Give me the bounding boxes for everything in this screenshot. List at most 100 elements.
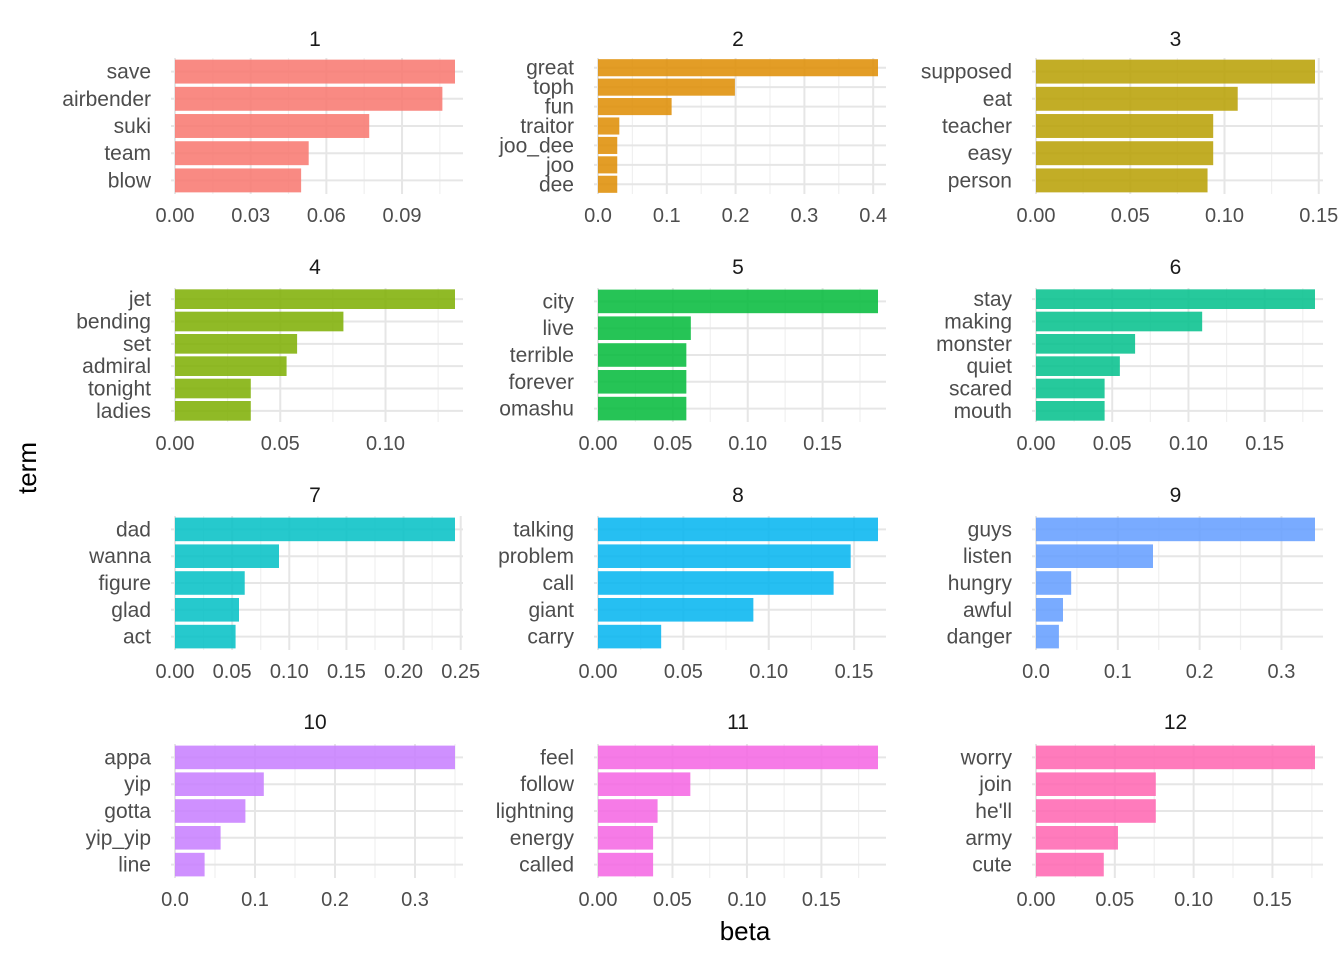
- bar-terrible: [598, 343, 687, 367]
- x-tick-label: 0.10: [366, 433, 405, 455]
- term-label: act: [123, 626, 151, 649]
- term-label: cute: [972, 854, 1012, 877]
- bar-problem: [598, 544, 851, 568]
- bar-glad: [175, 598, 239, 622]
- bar-making: [1036, 311, 1203, 332]
- bar-awful: [1036, 598, 1063, 622]
- x-tick-label: 0.15: [1299, 205, 1338, 227]
- bar-scared: [1036, 378, 1105, 399]
- panel-title: 12: [1164, 711, 1187, 734]
- bar-carry: [598, 624, 662, 649]
- term-label: teacher: [942, 115, 1012, 138]
- x-tick-label: 0.03: [231, 205, 270, 227]
- x-tick-label: 0.3: [1268, 661, 1296, 683]
- bar-joo_dee: [598, 136, 618, 154]
- x-tick-label: 0.00: [1017, 205, 1056, 227]
- term-label: glad: [111, 599, 151, 622]
- x-tick-label: 0.05: [653, 433, 692, 455]
- bar-jet: [175, 289, 455, 309]
- bar-forever: [598, 370, 687, 394]
- x-tick-label: 0.00: [579, 889, 618, 911]
- bar-dad: [175, 517, 455, 542]
- bar-guys: [1036, 517, 1315, 542]
- bar-follow: [598, 772, 691, 796]
- panel-title: 11: [727, 711, 749, 734]
- x-tick-label: 0.00: [1017, 433, 1056, 455]
- term-label: airbender: [62, 88, 151, 111]
- bar-city: [598, 289, 878, 314]
- x-tick-label: 0.00: [579, 661, 618, 683]
- term-label: line: [118, 854, 151, 877]
- bar-called: [598, 852, 654, 877]
- term-label: save: [107, 61, 151, 84]
- bar-easy: [1036, 141, 1214, 166]
- x-tick-label: 0.10: [1205, 205, 1244, 227]
- panel-title: 10: [303, 711, 326, 734]
- bar-bending: [175, 311, 344, 332]
- x-tick-label: 0.3: [790, 205, 818, 227]
- bar-army: [1036, 826, 1118, 850]
- bar-line: [175, 852, 205, 877]
- x-tick-label: 0.15: [835, 661, 874, 683]
- bar-mouth: [1036, 401, 1105, 421]
- term-label: toph: [533, 76, 574, 99]
- term-label: follow: [520, 773, 575, 796]
- x-tick-label: 0.00: [579, 433, 618, 455]
- panel-title: 6: [1170, 256, 1182, 279]
- bar-admiral: [175, 356, 287, 376]
- term-label: omashu: [499, 398, 574, 421]
- term-label: jet: [128, 288, 151, 311]
- term-label: monster: [936, 333, 1012, 356]
- bar-blow: [175, 168, 302, 193]
- term-label: set: [123, 333, 151, 356]
- term-label: worry: [960, 746, 1013, 769]
- x-tick-label: 0.10: [1169, 433, 1208, 455]
- y-axis-title: term: [12, 442, 42, 494]
- term-label: dee: [539, 173, 574, 196]
- bar-stay: [1036, 289, 1315, 309]
- x-tick-label: 0.0: [1022, 661, 1050, 683]
- term-label: scared: [949, 378, 1012, 401]
- x-tick-label: 0.05: [653, 889, 692, 911]
- bar-giant: [598, 598, 754, 622]
- term-label: army: [965, 827, 1012, 850]
- term-label: team: [104, 142, 151, 165]
- bar-person: [1036, 168, 1208, 193]
- x-tick-label: 0.10: [1174, 889, 1213, 911]
- x-tick-label: 0.05: [1111, 205, 1150, 227]
- term-label: supposed: [921, 61, 1012, 84]
- bar-danger: [1036, 624, 1059, 649]
- x-tick-label: 0.15: [803, 433, 842, 455]
- bar-cute: [1036, 852, 1104, 877]
- bar-quiet: [1036, 356, 1120, 376]
- x-tick-label: 0.4: [859, 205, 887, 227]
- term-label: yip_yip: [86, 827, 151, 850]
- x-tick-label: 0.3: [401, 889, 429, 911]
- panel-title: 3: [1170, 28, 1182, 51]
- bar-ladies: [175, 401, 251, 421]
- term-label: traitor: [520, 115, 574, 138]
- bar-figure: [175, 571, 245, 595]
- x-tick-label: 0.00: [1017, 889, 1056, 911]
- term-label: live: [542, 317, 574, 340]
- term-label: eat: [983, 88, 1012, 111]
- term-label: figure: [98, 572, 151, 595]
- x-tick-label: 0.15: [327, 661, 366, 683]
- term-label: city: [543, 290, 575, 313]
- term-label: forever: [509, 371, 574, 394]
- bar-fun: [598, 98, 672, 116]
- bar-tonight: [175, 378, 251, 399]
- bar-gotta: [175, 799, 246, 823]
- x-tick-label: 0.15: [1253, 889, 1292, 911]
- term-label: gotta: [104, 800, 151, 823]
- term-label: great: [526, 57, 574, 80]
- term-label: bending: [76, 311, 151, 334]
- x-tick-label: 0.2: [722, 205, 750, 227]
- bar-worry: [1036, 745, 1315, 770]
